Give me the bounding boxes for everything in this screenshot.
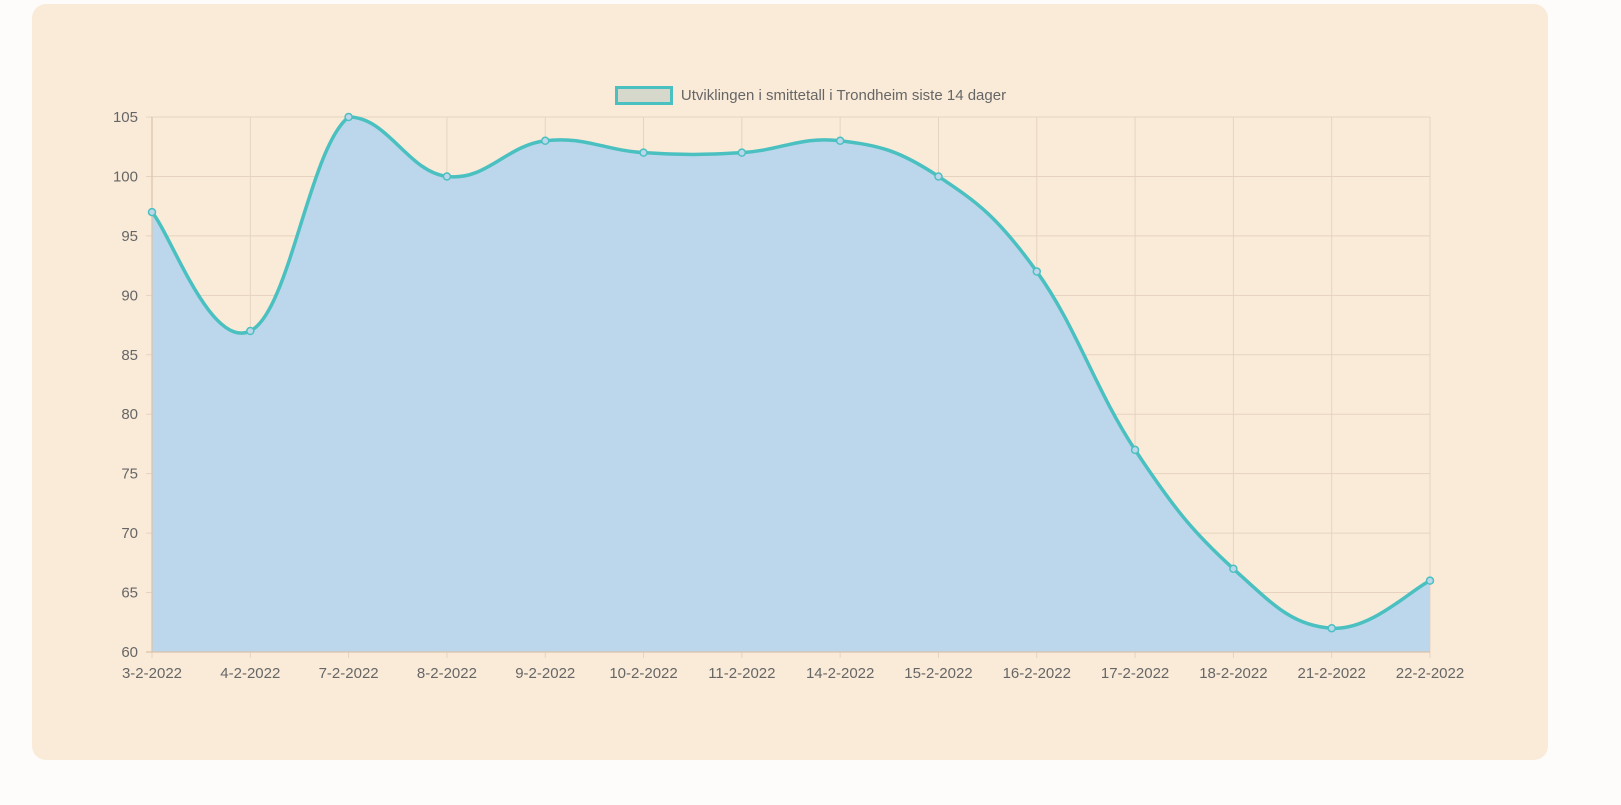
x-tick-label: 10-2-2022 xyxy=(609,665,677,682)
series-line-path xyxy=(150,115,1431,630)
data-point xyxy=(1425,576,1435,585)
x-tick-label: 15-2-2022 xyxy=(904,665,972,682)
data-point xyxy=(246,326,255,336)
y-tick-label: 105 xyxy=(113,109,138,126)
x-tick-label: 8-2-2022 xyxy=(417,665,477,682)
data-points xyxy=(147,112,1435,633)
legend-swatch xyxy=(614,86,673,105)
y-tick-label: 90 xyxy=(121,287,138,304)
y-tick-label: 60 xyxy=(121,644,138,661)
data-point xyxy=(1327,623,1336,633)
data-point xyxy=(639,148,648,157)
y-tick-label: 100 xyxy=(113,168,138,185)
x-tick-label: 22-2-2022 xyxy=(1396,665,1464,682)
data-point xyxy=(934,172,943,181)
x-tick-label: 21-2-2022 xyxy=(1297,665,1365,682)
x-tick-label: 18-2-2022 xyxy=(1199,665,1267,682)
data-point xyxy=(1032,267,1042,276)
x-tick-label: 16-2-2022 xyxy=(1003,665,1071,682)
legend-label: Utviklingen i smittetall i Trondheim sis… xyxy=(680,87,1007,104)
series-area xyxy=(152,117,1430,652)
x-tick-label: 4-2-2022 xyxy=(220,665,280,682)
axes xyxy=(146,117,1430,653)
y-tick-label: 85 xyxy=(121,347,138,364)
y-tick-label: 95 xyxy=(121,228,138,245)
data-point xyxy=(540,136,550,146)
y-tick-label: 70 xyxy=(121,525,138,542)
x-tick-label: 14-2-2022 xyxy=(806,665,874,682)
data-point xyxy=(442,172,452,181)
y-axis-tick-labels: 60 65 70 75 80 85 90 95 100 105 xyxy=(113,109,138,661)
x-tick-label: 3-2-2022 xyxy=(122,665,182,682)
x-tick-label: 7-2-2022 xyxy=(319,665,379,682)
data-point xyxy=(737,148,747,157)
x-tick-label: 9-2-2022 xyxy=(515,665,575,682)
x-axis-tick-labels: 3-2-2022 4-2-2022 7-2-2022 8-2-2022 9-2-2022… xyxy=(122,665,1464,682)
y-tick-label: 75 xyxy=(121,466,138,483)
data-point xyxy=(147,207,157,217)
series-line xyxy=(150,115,1431,630)
x-tick-label: 11-2-2022 xyxy=(708,665,775,682)
x-tick-label: 17-2-2022 xyxy=(1101,665,1169,682)
y-tick-label: 80 xyxy=(121,406,138,423)
data-point xyxy=(344,112,353,122)
y-tick-label: 65 xyxy=(121,585,138,602)
chart-legend[interactable]: Utviklingen i smittetall i Trondheim sis… xyxy=(0,86,1621,105)
data-point xyxy=(835,136,845,146)
data-point xyxy=(1229,564,1238,574)
data-point xyxy=(1130,445,1140,455)
area-fill xyxy=(152,117,1430,652)
